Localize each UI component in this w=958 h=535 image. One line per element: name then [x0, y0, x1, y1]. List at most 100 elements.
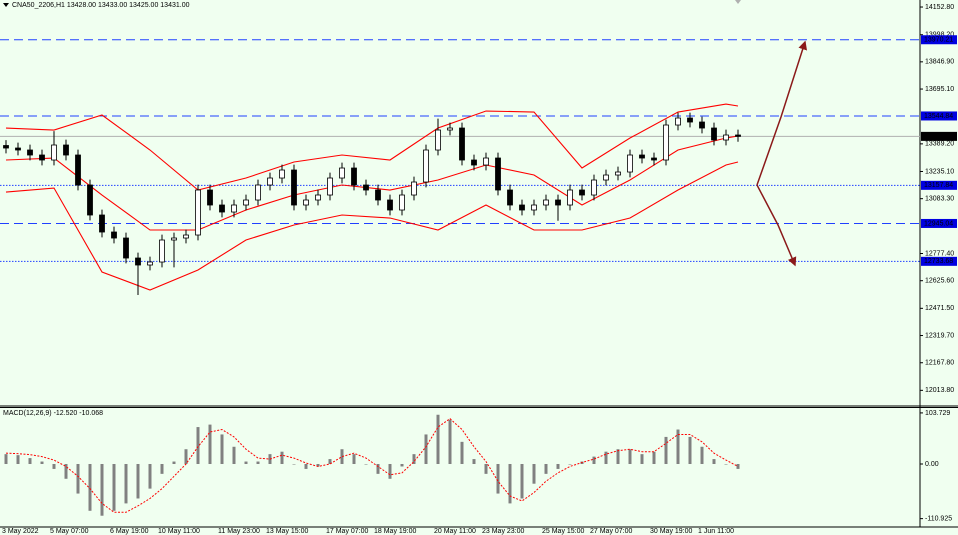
macd-bar [400, 464, 404, 467]
macd-bar [724, 464, 728, 465]
shift-marker [735, 0, 741, 4]
price-level-tag [921, 218, 957, 228]
candle-body [555, 199, 561, 206]
macd-bar [460, 441, 464, 465]
candle-body [495, 157, 501, 191]
candle-body [699, 121, 705, 129]
macd-bar [148, 464, 152, 489]
y-tick-label: 12625.60 [925, 278, 954, 285]
macd-bar [700, 446, 704, 465]
y-tick-label: 13998.20 [925, 32, 954, 39]
macd-bar [16, 455, 20, 465]
candle-body [543, 199, 549, 206]
candle-body [99, 214, 105, 233]
candle-body [711, 127, 717, 141]
price-level-tag [921, 131, 957, 141]
candle-body [291, 169, 297, 206]
candle-body [627, 154, 633, 173]
forecast-arrow-up [756, 40, 808, 186]
y-tick-label: 12013.80 [925, 387, 954, 394]
candle-body [111, 231, 117, 239]
macd-bar [316, 464, 320, 467]
candle-body [471, 159, 477, 166]
y-tick-label: 13389.20 [925, 141, 954, 148]
candle-body [507, 189, 513, 206]
macd-bar [4, 454, 8, 465]
macd-bar [220, 434, 224, 465]
candle-body [147, 261, 153, 266]
macd-bar [256, 461, 260, 465]
x-tick-label: 1 Jun 11:00 [698, 528, 734, 535]
price-level-label: 12945.04 [924, 220, 953, 227]
price-level-label: 12733.68 [924, 258, 953, 265]
x-tick-label: 23 May 23:00 [482, 528, 525, 535]
macd-bar [136, 464, 140, 499]
macd-bar [448, 419, 452, 465]
macd-bar [280, 451, 284, 465]
macd-bar [436, 414, 440, 465]
candle-body [15, 147, 21, 151]
macd-bar [628, 449, 632, 465]
candle-body [339, 167, 345, 179]
macd-bar [244, 461, 248, 465]
y-tick-label: 12471.50 [925, 305, 954, 312]
macd-bar [544, 464, 548, 474]
x-tick-label: 10 May 11:00 [158, 528, 200, 535]
macd-bar [556, 464, 560, 469]
y-tick-label: 13083.30 [925, 196, 954, 203]
candle-body [435, 129, 441, 151]
macd-bar [376, 464, 380, 474]
macd-bar [100, 464, 104, 516]
macd-bar [112, 464, 116, 511]
macd-bar [520, 464, 524, 499]
price-level-label: 13544.84 [924, 113, 953, 120]
forecast-arrow-down [756, 184, 797, 267]
macd-bar [232, 446, 236, 465]
macd-bar [712, 459, 716, 465]
macd-bar [688, 436, 692, 465]
candle-body [51, 144, 57, 161]
candle-body [255, 184, 261, 201]
candle-body [207, 189, 213, 206]
candle-body [735, 134, 741, 137]
x-tick-label: 27 May 07:00 [590, 528, 633, 535]
candle-body [279, 169, 285, 179]
x-tick-label: 25 May 15:00 [542, 528, 585, 535]
price-level-label: 13970.21 [924, 37, 953, 44]
menu-icon [3, 3, 9, 7]
y-tick-label: 13235.10 [925, 168, 954, 175]
macd-bar [388, 464, 392, 479]
candle-body [159, 239, 165, 263]
candle-body [399, 194, 405, 211]
x-tick-label: 5 May 07:00 [50, 528, 89, 535]
candle-body [687, 117, 693, 123]
macd-bar [496, 464, 500, 494]
macd-bar [352, 454, 356, 465]
macd-bar [328, 459, 332, 465]
macd-bar [568, 464, 572, 465]
macd-bar [424, 434, 428, 465]
candle-body [243, 199, 249, 206]
x-tick-label: 6 May 19:00 [110, 528, 149, 535]
macd-title: MACD(12,26,9) -12.520 -10.068 [3, 410, 103, 417]
macd-bar [208, 424, 212, 465]
plot: 14152.80 13998.20 13846.90 13695.10 13389.20… [0, 4, 957, 535]
chart-title: CNA50_2206,H1 13428.00 13433.00 13425.00… [12, 2, 190, 9]
candle-body [39, 154, 45, 161]
price-level-label: 13157.84 [924, 182, 953, 189]
candle-body [87, 184, 93, 216]
macd-bar [640, 454, 644, 465]
macd-bar [40, 461, 44, 465]
macd-bar [652, 451, 656, 465]
macd-bar [124, 464, 128, 504]
candle-body [423, 149, 429, 183]
macd-bar [340, 449, 344, 465]
x-tick-label: 13 May 15:00 [266, 528, 309, 535]
candle-body [675, 117, 681, 126]
y-tick-label: 14152.80 [925, 4, 954, 11]
y-tick-label: 12319.70 [925, 332, 954, 339]
y-tick-label: 103.729 [925, 410, 950, 417]
candle-body [171, 237, 177, 241]
